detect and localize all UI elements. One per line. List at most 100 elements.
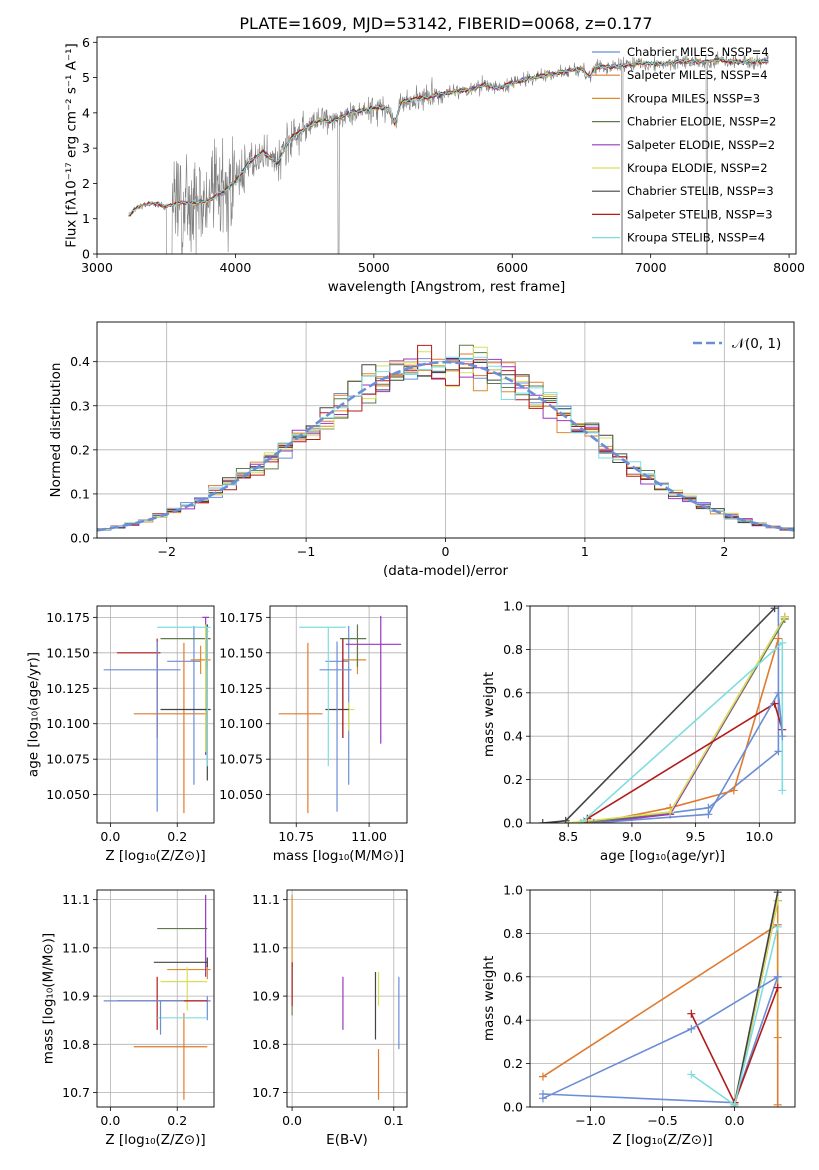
y-axis-label: Normed distribution [48, 363, 64, 498]
legend-label-9: Kroupa STELIB, NSSP=4 [627, 231, 765, 245]
x-axis-label: age [log₁₀(age/yr)] [600, 848, 725, 864]
axes-mass-weight-vs-Z: −1.0 −0.5 0.0 0.0 0.2 0.4 0.6 0.8 1.0 Z [log₁₀(Z/… [481, 883, 796, 1148]
x-tick-label: 0.0 [282, 1113, 302, 1128]
y-tick-label: 0.2 [503, 772, 523, 787]
cumulative-line-6 [568, 616, 786, 823]
cumulative-marker [687, 1070, 696, 1079]
cumulative-line-8 [586, 702, 784, 820]
errorbar-6 [160, 967, 208, 1011]
cumulative-marker [778, 786, 787, 795]
legend-label-7: Chabrier STELIB, NSSP=3 [627, 184, 774, 198]
cumulative-line-1 [542, 976, 779, 1104]
legend-label-4: Chabrier ELODIE, NSSP=2 [627, 115, 776, 129]
cumulative-marker [589, 819, 598, 823]
x-axis-label: wavelength [Angstrom, rest frame] [328, 279, 566, 295]
x-axis-label: Z [log₁₀(Z/Z⊙)] [612, 1132, 712, 1148]
gaussian-curve [97, 360, 794, 532]
axes-frame [96, 889, 215, 1108]
x-tick-label: −1.0 [575, 1113, 605, 1128]
y-axis-label: mass weight [481, 672, 497, 757]
y-tick-label: 0.3 [70, 398, 90, 413]
y-tick-label: 10.050 [46, 787, 90, 802]
plot-area [278, 615, 402, 814]
y-tick-label: 11.1 [62, 892, 90, 907]
x-tick-label: 4000 [220, 260, 252, 275]
axes-frame [96, 321, 795, 539]
x-tick-label: 5000 [358, 260, 390, 275]
x-tick-label: 0.2 [167, 1113, 187, 1128]
plot-area [97, 344, 794, 532]
y-tick-label: 0.8 [503, 642, 523, 657]
x-tick-label: 8.5 [558, 829, 578, 844]
y-tick-label: 4 [82, 105, 90, 120]
x-tick-label: 9.5 [686, 829, 706, 844]
cumulative-marker [579, 816, 588, 823]
y-tick-label: 10.125 [219, 681, 263, 696]
errorbar-2 [278, 642, 323, 814]
legend-label-1: Chabrier MILES, NSSP=4 [627, 45, 769, 59]
cumulative-line-7 [542, 607, 776, 823]
y-axis-label: mass [log₁₀(M/M⊙)] [41, 933, 57, 1064]
errorbar-10 [103, 1000, 184, 1035]
axes-age-vs-mass: 10.75 11.00 10.050 10.075 10.100 10.125 10.150… [219, 605, 408, 864]
cumulative-line-9 [582, 641, 784, 822]
cumulative-line-7 [733, 892, 779, 1105]
errorbar-5 [345, 615, 402, 744]
legend-label-3: Kroupa MILES, NSSP=3 [627, 91, 760, 105]
plot-area [103, 616, 211, 814]
x-tick-label: 0.2 [167, 829, 187, 844]
cumulative-marker [774, 747, 783, 756]
cumulative-marker [773, 896, 782, 905]
y-tick-label: 10.9 [252, 989, 280, 1004]
y-tick-label: 10.075 [46, 752, 90, 767]
cumulative-marker [538, 1094, 547, 1103]
x-tick-label: 3000 [81, 260, 113, 275]
x-tick-label: 0.0 [100, 1113, 120, 1128]
axes-age-vs-Z: 0.0 0.2 10.050 10.075 10.100 10.125 10.150 10.1… [25, 605, 215, 864]
axes-mass-vs-Z: 0.0 0.2 10.7 10.8 10.9 11.0 11.1 Z [log₁₀(Z/Z⊙)… [41, 889, 215, 1148]
plot-area [128, 51, 769, 254]
cumulative-marker [773, 1100, 782, 1107]
axes-frame [96, 36, 797, 255]
residual-histogram-8 [97, 344, 794, 530]
errorbar-3 [167, 964, 211, 980]
errorbar-4 [160, 624, 211, 667]
y-tick-label: 0.8 [503, 926, 523, 941]
x-axis-label: E(B-V) [326, 1132, 368, 1148]
cumulative-line-2 [593, 638, 780, 823]
plot-area [291, 894, 400, 1100]
cumulative-marker [773, 890, 782, 897]
legend-label-gaussian: 𝒩(0, 1) [732, 336, 781, 352]
x-tick-label: 7000 [635, 260, 667, 275]
legend-label-5: Salpeter ELODIE, NSSP=2 [627, 138, 775, 152]
errorbar-6 [348, 702, 355, 731]
spectrum-legend: Chabrier MILES, NSSP=4 Salpeter MILES, NS… [592, 45, 776, 245]
cumulative-line-1 [593, 606, 780, 823]
y-tick-label: 5 [82, 70, 90, 85]
legend-label-8: Salpeter STELIB, NSSP=3 [627, 207, 773, 221]
x-tick-label: 0.0 [725, 1113, 745, 1128]
y-tick-label: 10.050 [219, 787, 263, 802]
errorbar-2 [133, 1012, 208, 1100]
x-axis-label: mass [log₁₀(M/M⊙)] [273, 848, 404, 864]
y-tick-label: 10.125 [46, 681, 90, 696]
plot-area [538, 606, 789, 823]
errorbar-1 [160, 996, 211, 1021]
y-axis-label: mass weight [481, 956, 497, 1041]
axes-frame [286, 889, 408, 1108]
y-tick-label: 2 [82, 176, 90, 191]
cumulative-marker [773, 972, 782, 981]
y-tick-label: 10.100 [219, 716, 263, 731]
x-tick-label: 0 [442, 544, 450, 559]
y-tick-label: 6 [82, 35, 90, 50]
x-tick-label: 11.00 [351, 829, 387, 844]
cumulative-marker [538, 819, 547, 823]
cumulative-marker [730, 1100, 739, 1107]
figure-title: PLATE=1609, MJD=53142, FIBERID=0068, z=0… [239, 14, 652, 33]
x-tick-label: 10.75 [278, 829, 314, 844]
cumulative-marker [687, 1009, 696, 1018]
y-tick-label: 10.9 [62, 989, 90, 1004]
errorbar-10 [319, 641, 352, 812]
cumulative-marker [774, 688, 783, 697]
